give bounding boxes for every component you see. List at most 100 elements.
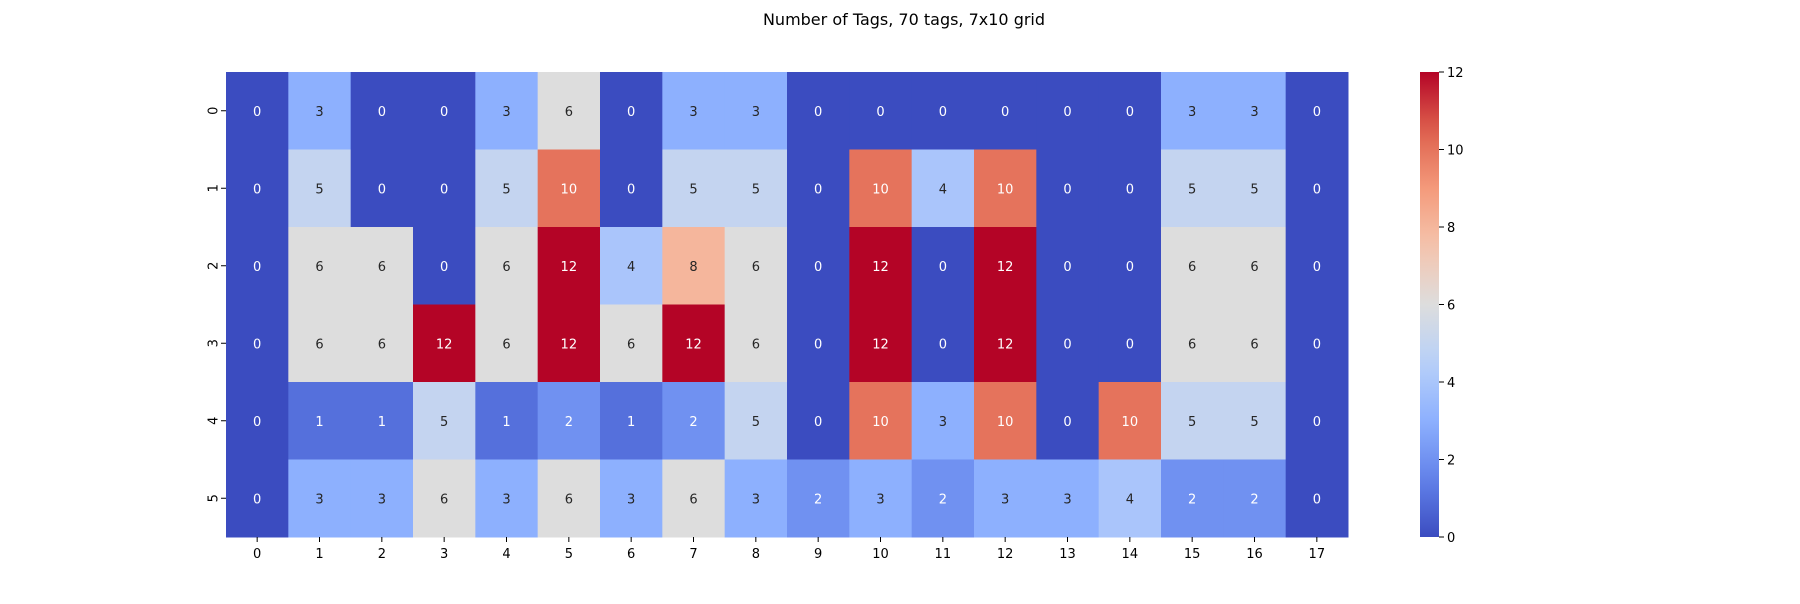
heatmap-cell (849, 227, 913, 305)
cell-value-label: 0 (1063, 260, 1071, 275)
heatmap-cell (1036, 382, 1100, 460)
cell-value-label: 0 (939, 105, 947, 120)
cell-value-label: 6 (502, 337, 510, 352)
heatmap-cell (1098, 149, 1162, 228)
cell-value-label: 0 (253, 415, 261, 430)
cell-value-label: 5 (440, 415, 448, 430)
cell-value-label: 0 (1313, 337, 1321, 352)
heatmap-cell (974, 72, 1037, 150)
heatmap-cell (600, 227, 663, 305)
cell-value-label: 0 (1063, 337, 1071, 352)
cell-value-label: 3 (876, 492, 884, 507)
cell-value-label: 0 (814, 415, 822, 430)
cell-value-label: 5 (1188, 182, 1196, 197)
cell-value-label: 0 (1001, 105, 1009, 120)
cell-value-label: 6 (315, 337, 323, 352)
heatmap-cell (1161, 304, 1224, 383)
colorbar-tick-label: 2 (1447, 454, 1455, 469)
cell-value-label: 12 (561, 260, 578, 275)
cell-value-label: 0 (1313, 492, 1321, 507)
heatmap-cell (1161, 149, 1224, 228)
heatmap-cell (1223, 72, 1287, 150)
heatmap-cell (413, 382, 476, 460)
heatmap-cell (600, 459, 663, 538)
x-tick-label: 8 (752, 547, 760, 562)
cell-value-label: 10 (997, 415, 1014, 430)
heatmap-cell (911, 227, 975, 305)
heatmap-cell (974, 304, 1037, 383)
cell-value-label: 12 (561, 337, 578, 352)
cell-value-label: 6 (1250, 260, 1258, 275)
cell-value-label: 5 (689, 182, 697, 197)
heatmap-cell (1098, 382, 1162, 460)
heatmap-cell (1036, 149, 1100, 228)
heatmap-cell (226, 304, 289, 383)
cell-value-label: 0 (939, 260, 947, 275)
heatmap-cell (1098, 459, 1162, 538)
cell-value-label: 0 (253, 105, 261, 120)
cell-value-label: 5 (502, 182, 510, 197)
heatmap-cell (849, 72, 913, 150)
cell-value-label: 1 (627, 415, 635, 430)
colorbar-tick-label: 10 (1447, 144, 1464, 159)
cell-value-label: 3 (627, 492, 635, 507)
heatmap-cell (226, 227, 289, 305)
x-tick-label: 1 (315, 547, 323, 562)
heatmap-cell (974, 459, 1037, 538)
heatmap-cell (787, 149, 850, 228)
cell-value-label: 3 (315, 492, 323, 507)
cell-value-label: 1 (502, 415, 510, 430)
cell-value-label: 0 (378, 182, 386, 197)
cell-value-label: 6 (378, 337, 386, 352)
cell-value-label: 0 (627, 182, 635, 197)
heatmap-cell (1098, 227, 1162, 305)
y-axis: 0 1 2 3 4 5 (207, 107, 226, 502)
heatmap-cell (600, 149, 663, 228)
heatmap-cell (724, 304, 788, 383)
x-tick-label: 17 (1309, 547, 1326, 562)
cell-value-label: 3 (502, 105, 510, 120)
x-tick-label: 16 (1246, 547, 1263, 562)
cell-value-label: 2 (689, 415, 697, 430)
heatmap-cell (911, 149, 975, 228)
x-tick-label: 4 (502, 547, 510, 562)
cell-value-label: 1 (315, 415, 323, 430)
cell-value-label: 2 (1250, 492, 1258, 507)
cell-value-label: 2 (1188, 492, 1196, 507)
cell-value-label: 0 (440, 260, 448, 275)
heatmap-cell (1161, 72, 1224, 150)
heatmap-cell (724, 459, 788, 538)
heatmap-cell (911, 72, 975, 150)
cell-value-label: 0 (814, 182, 822, 197)
cell-value-label: 2 (565, 415, 573, 430)
colorbar-tick-label: 0 (1447, 531, 1455, 546)
heatmap-cell (974, 227, 1037, 305)
cell-value-label: 5 (1250, 415, 1258, 430)
x-tick-label: 5 (565, 547, 573, 562)
cell-value-label: 12 (685, 337, 702, 352)
cell-value-label: 3 (1188, 105, 1196, 120)
cell-value-label: 0 (253, 182, 261, 197)
x-tick-label: 12 (997, 547, 1014, 562)
cell-value-label: 0 (1126, 182, 1134, 197)
heatmap-cell (1036, 227, 1100, 305)
heatmap-cell (974, 149, 1037, 228)
heatmap-cell (1223, 459, 1287, 538)
cell-value-label: 0 (1313, 260, 1321, 275)
heatmap-cell (1036, 459, 1100, 538)
cell-value-label: 0 (378, 105, 386, 120)
heatmap-cell (226, 459, 289, 538)
cell-value-label: 0 (440, 182, 448, 197)
y-tick-label: 0 (207, 107, 222, 115)
heatmap-cell (350, 227, 414, 305)
heatmap-cell (537, 72, 601, 150)
heatmap-cell (413, 459, 476, 538)
cell-value-label: 0 (253, 337, 261, 352)
heatmap-cell (1223, 304, 1287, 383)
heatmap-cell (350, 382, 414, 460)
cell-value-label: 3 (752, 105, 760, 120)
cell-value-label: 10 (997, 182, 1014, 197)
heatmap-cell (849, 459, 913, 538)
heatmap-cell (787, 72, 850, 150)
